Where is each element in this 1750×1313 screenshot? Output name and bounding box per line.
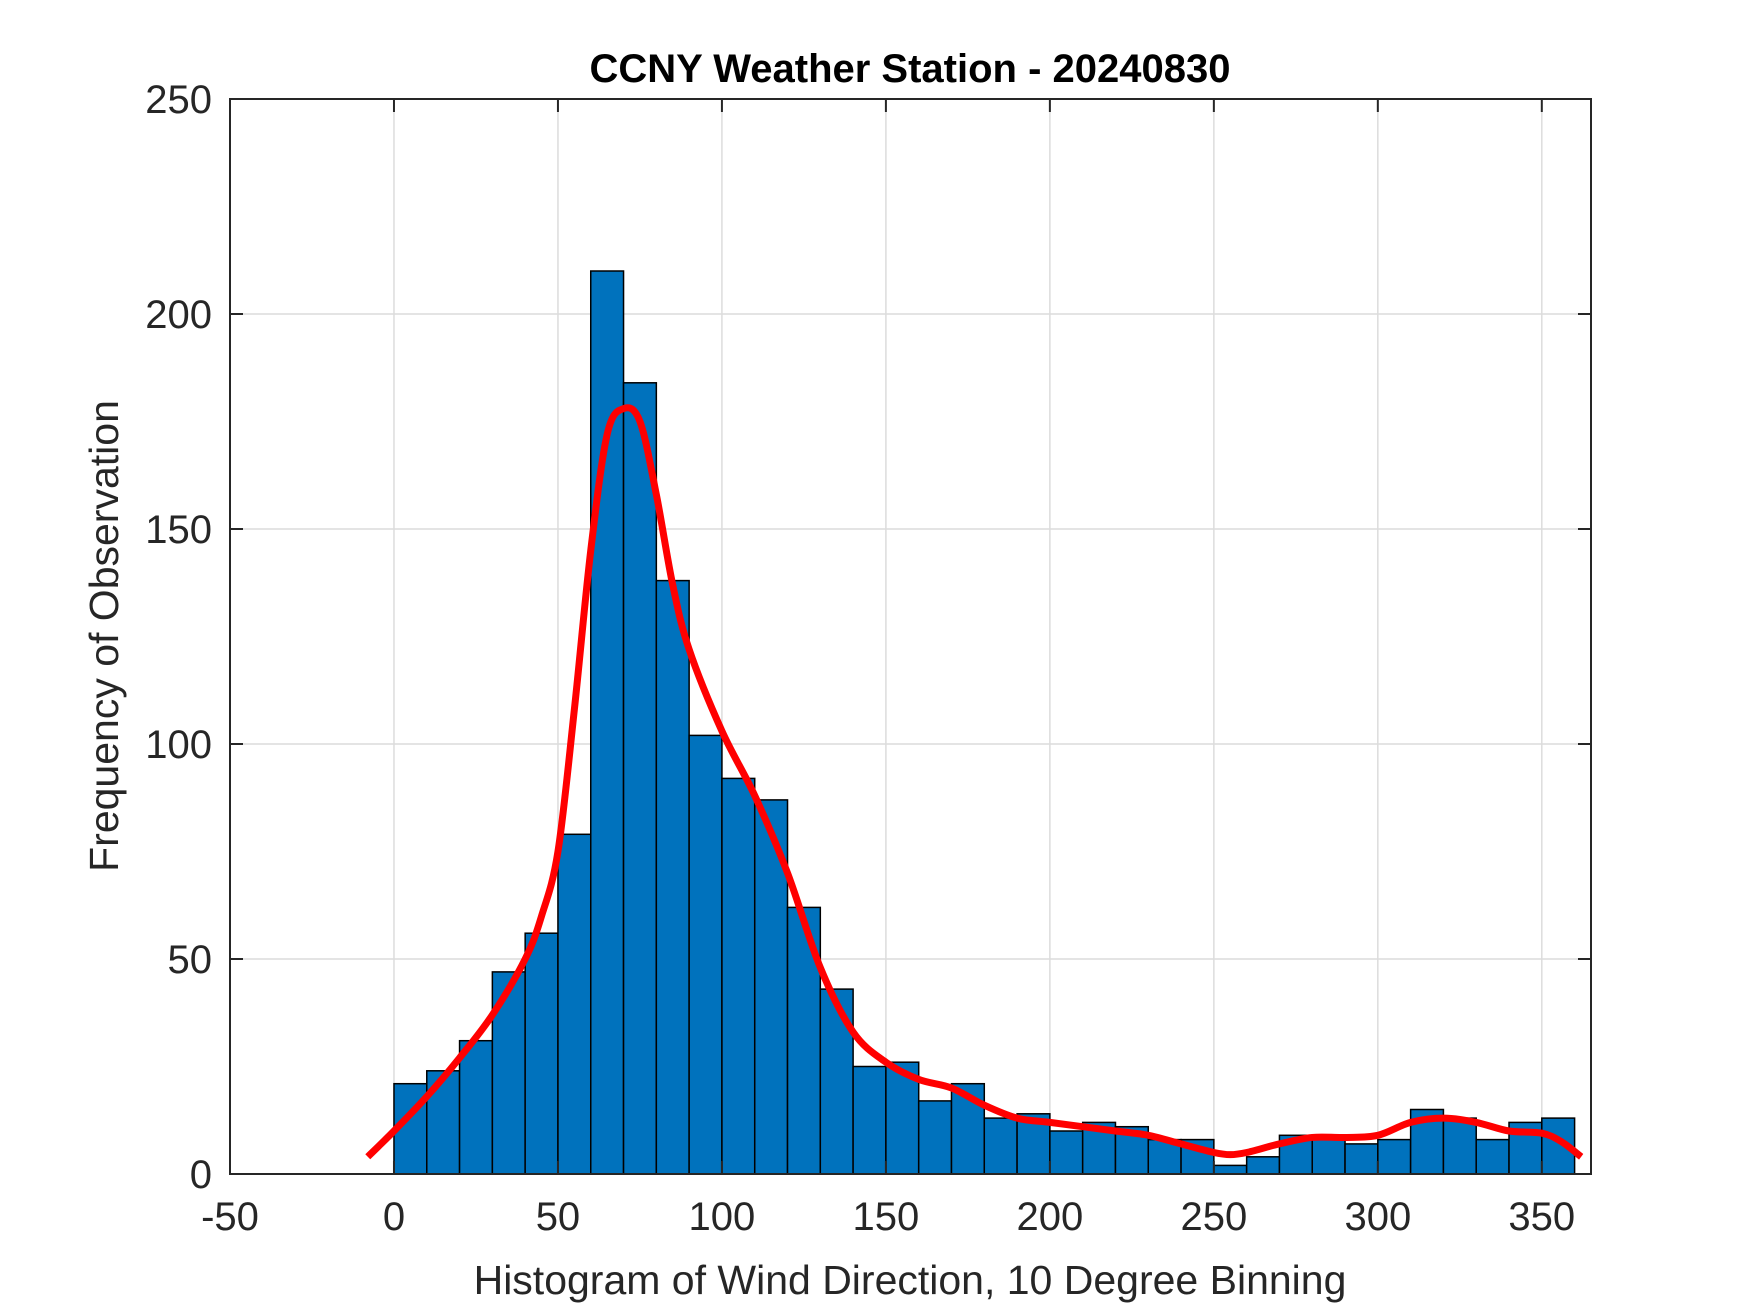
histogram-bar	[1311, 1134, 1346, 1175]
x-tick-label: 300	[1344, 1195, 1411, 1239]
y-tick-label: 0	[190, 1153, 212, 1197]
x-axis-label: Histogram of Wind Direction, 10 Degree B…	[474, 1257, 1347, 1303]
histogram-bar	[1475, 1138, 1510, 1175]
y-tick-label: 200	[145, 293, 212, 337]
histogram-bar	[458, 1039, 494, 1175]
histogram-bar	[655, 579, 690, 1175]
x-tick-label: 0	[383, 1195, 405, 1239]
histogram-bar	[1344, 1143, 1379, 1175]
histogram-bar	[819, 988, 854, 1175]
y-axis-label: Frequency of Observation	[81, 400, 127, 872]
histogram-bar	[1442, 1117, 1477, 1175]
histogram-bar	[524, 932, 559, 1175]
fit-line-layer	[365, 404, 1584, 1160]
x-tick-label: 150	[853, 1195, 920, 1239]
y-tick-labels: 0 50 100 150 200 250	[145, 78, 212, 1197]
y-tick-label: 250	[145, 78, 212, 122]
y-tick-label: 150	[145, 508, 212, 552]
axes-box	[229, 98, 1592, 1175]
histogram-bar	[852, 1065, 887, 1175]
grid-layer	[230, 99, 1591, 1174]
histogram-bar	[557, 833, 592, 1175]
y-tick-label: 100	[145, 723, 212, 767]
ticks-layer	[229, 98, 1591, 1175]
chart-title: CCNY Weather Station - 20240830	[590, 47, 1231, 91]
histogram-bar	[589, 270, 625, 1175]
x-tick-label: 200	[1017, 1195, 1084, 1239]
fit-line	[365, 404, 1584, 1160]
histogram-bar	[917, 1100, 953, 1175]
y-tick-label: 50	[168, 938, 213, 982]
histogram-bar	[1245, 1156, 1281, 1175]
x-tick-label: 350	[1508, 1195, 1575, 1239]
histogram-bar	[1213, 1164, 1248, 1175]
x-tick-label: 50	[536, 1195, 581, 1239]
x-tick-label: -50	[201, 1195, 259, 1239]
x-tick-label: 250	[1180, 1195, 1247, 1239]
histogram-bar	[1377, 1138, 1412, 1175]
x-tick-labels: -50 0 50 100 150 200 250 300 350	[201, 1195, 1575, 1239]
histogram-bar	[688, 734, 723, 1175]
histogram-bar	[1049, 1130, 1084, 1175]
histogram-bar	[622, 382, 658, 1175]
histogram-bar	[983, 1117, 1018, 1175]
histogram-bar	[721, 777, 756, 1175]
x-tick-label: 100	[689, 1195, 756, 1239]
